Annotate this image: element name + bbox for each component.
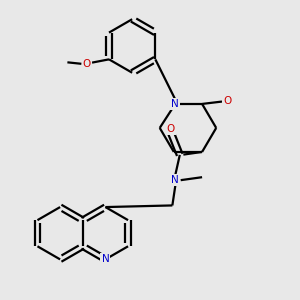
Text: O: O: [223, 96, 232, 106]
Text: O: O: [82, 59, 91, 69]
Text: O: O: [167, 124, 175, 134]
Text: N: N: [171, 99, 179, 109]
Text: N: N: [101, 254, 109, 264]
Text: N: N: [172, 175, 179, 185]
